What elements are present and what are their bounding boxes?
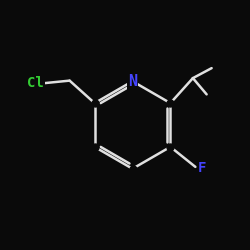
Text: F: F [198, 161, 206, 175]
Text: N: N [128, 74, 137, 89]
Text: Cl: Cl [28, 76, 44, 90]
